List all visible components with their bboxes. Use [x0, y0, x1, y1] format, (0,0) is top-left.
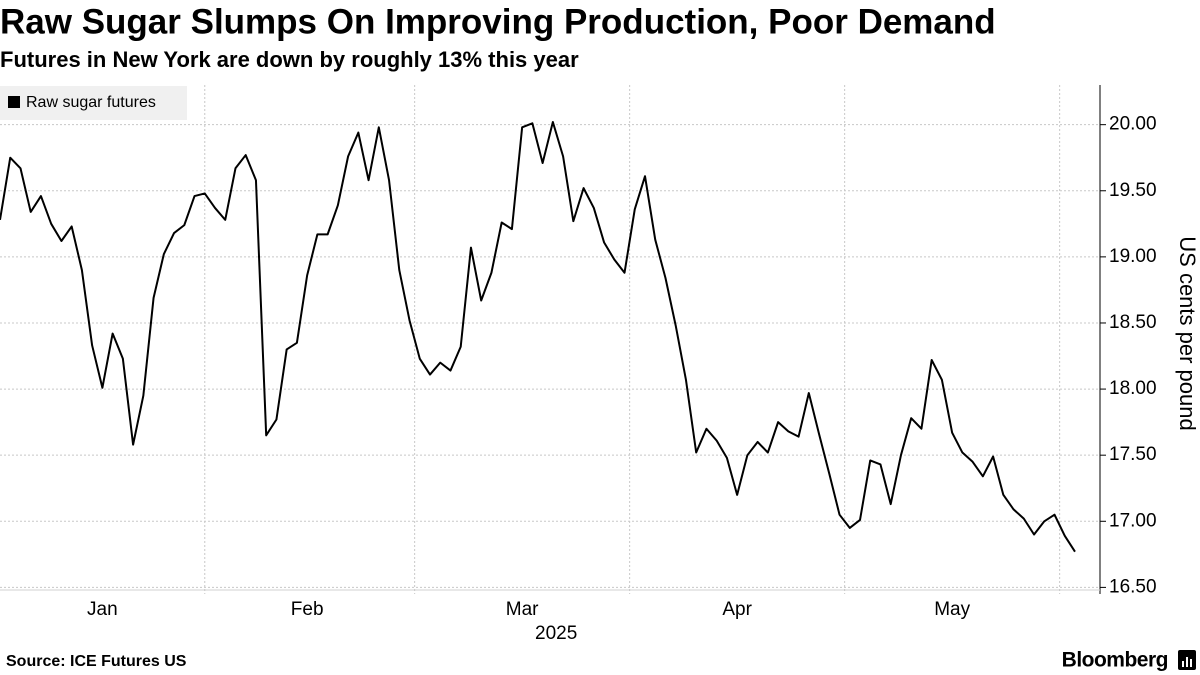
- y-tick-label: 16.50: [1109, 576, 1157, 597]
- y-tick-label: 20.00: [1109, 114, 1157, 135]
- x-axis-label: 2025: [535, 623, 577, 644]
- legend-box: [0, 86, 187, 120]
- y-tick-label: 18.50: [1109, 312, 1157, 333]
- legend: Raw sugar futures: [0, 86, 187, 120]
- y-tick-label: 19.50: [1109, 180, 1157, 201]
- y-tick-label: 18.00: [1109, 378, 1157, 399]
- x-tick-label: Jan: [87, 599, 118, 620]
- y-tick-label: 17.50: [1109, 444, 1157, 465]
- chart-subtitle: Futures in New York are down by roughly …: [0, 47, 579, 72]
- x-tick-label: Apr: [722, 599, 752, 620]
- y-axis-label: US cents per pound: [1175, 236, 1200, 430]
- legend-label: Raw sugar futures: [26, 94, 156, 111]
- chart-title: Raw Sugar Slumps On Improving Production…: [0, 2, 996, 41]
- legend-swatch: [8, 96, 20, 108]
- brand-icon: [1178, 650, 1196, 670]
- source: Source: ICE Futures US: [6, 653, 187, 670]
- brand: Bloomberg: [1062, 649, 1168, 672]
- x-tick-label: May: [934, 599, 970, 620]
- y-tick-label: 17.00: [1109, 510, 1157, 531]
- line-series: [0, 121, 1076, 553]
- y-tick-label: 19.00: [1109, 246, 1157, 267]
- x-tick-label: Mar: [506, 599, 539, 620]
- x-tick-label: Feb: [291, 599, 324, 620]
